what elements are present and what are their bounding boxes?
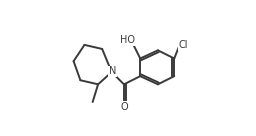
Text: HO: HO [120,35,135,45]
Text: N: N [109,66,116,76]
Text: Cl: Cl [178,40,188,50]
Text: O: O [120,102,128,112]
